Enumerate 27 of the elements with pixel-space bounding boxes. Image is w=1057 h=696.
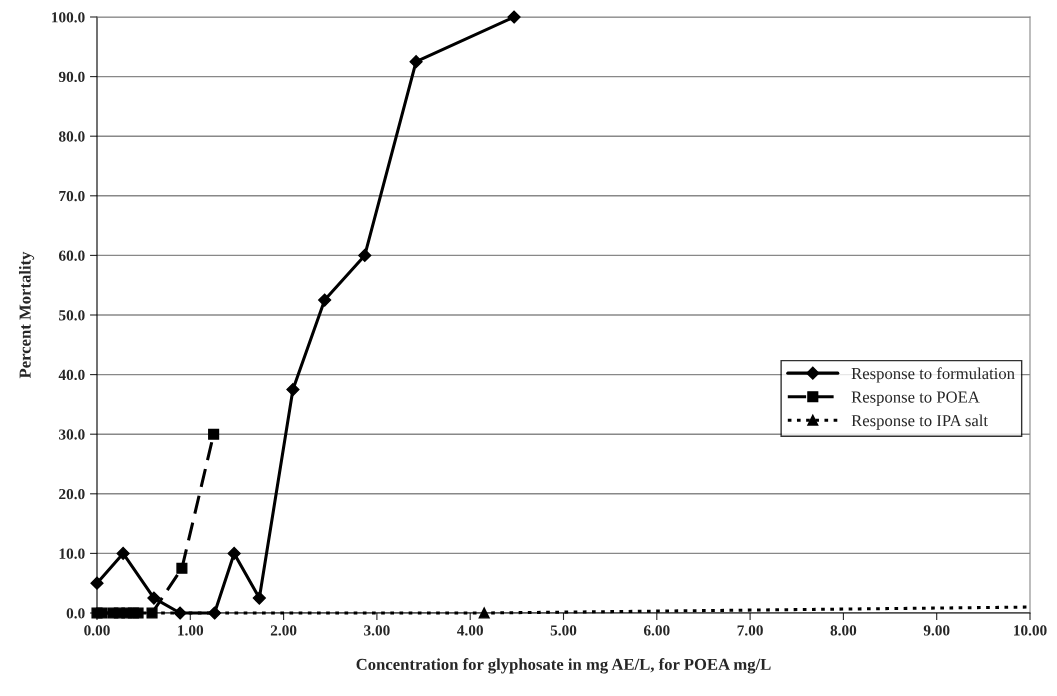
x-tick-label: 8.00 (830, 625, 857, 636)
x-tick-label: 5.00 (550, 625, 577, 636)
y-tick-label: 100.0 (52, 12, 85, 23)
y-tick-label: 0.0 (66, 608, 85, 619)
x-tick-label: 0.00 (84, 625, 110, 636)
y-tick-label: 90.0 (58, 71, 85, 83)
legend-label: Response to POEA (851, 391, 980, 407)
x-tick-label: 3.00 (364, 625, 390, 636)
y-tick-label: 20.0 (59, 488, 85, 500)
y-tick-label: 70.0 (59, 190, 85, 202)
legend-label: Response to IPA salt (851, 414, 988, 430)
x-tick-label: 7.00 (737, 625, 763, 636)
legend-label: Response to formulation (851, 367, 1015, 383)
x-tick-label: 10.00 (1014, 625, 1047, 636)
x-tick-label: 1.00 (178, 625, 204, 636)
y-tick-label: 50.0 (59, 310, 85, 321)
x-tick-label: 4.00 (457, 625, 483, 636)
x-tick-label: 9.00 (923, 625, 950, 636)
x-tick-label: 2.00 (270, 625, 297, 636)
y-tick-label: 80.0 (58, 131, 85, 142)
y-tick-label: 10.0 (59, 548, 85, 559)
y-tick-label: 30.0 (59, 429, 85, 440)
y-tick-label: 40.0 (58, 369, 85, 381)
x-axis-title: Concentration for glyphosate in mg AE/L, for POEA mg/L (356, 658, 771, 674)
x-tick-label: 6.00 (643, 625, 670, 636)
y-tick-label: 60.0 (58, 250, 85, 261)
y-axis-title: Percent Mortality (18, 251, 35, 379)
